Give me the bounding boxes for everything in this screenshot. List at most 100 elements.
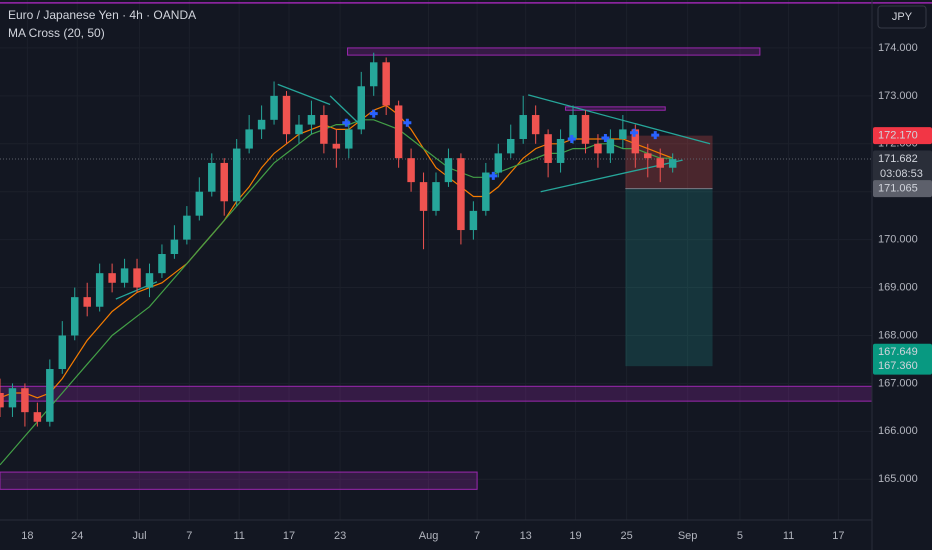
x-tick-label: 17 — [283, 530, 295, 542]
candle-body — [619, 129, 627, 139]
currency-label[interactable]: JPY — [892, 11, 913, 23]
x-tick-label: 11 — [233, 530, 244, 542]
candle-body — [270, 95, 278, 120]
candle-body — [668, 159, 677, 168]
x-tick-label: 7 — [474, 530, 480, 542]
cross-marker — [601, 134, 610, 143]
candle-body — [320, 115, 328, 144]
y-tick-label: 166.000 — [878, 425, 918, 437]
target-zone — [625, 188, 713, 367]
price-tag — [873, 127, 932, 145]
cross-marker — [369, 109, 378, 118]
price-tag-label: 171.682 — [878, 153, 918, 165]
candle-body — [444, 158, 453, 183]
price-tag-label: 172.170 — [878, 130, 918, 142]
candle-body — [432, 182, 440, 211]
candle-body — [21, 388, 29, 413]
candle-body — [332, 143, 341, 149]
candle-body — [407, 158, 415, 183]
candle-body — [469, 210, 478, 231]
candle-body — [71, 297, 79, 336]
candle-body — [0, 392, 4, 408]
price-tag — [873, 343, 932, 361]
candle-body — [145, 273, 154, 288]
candle-body — [282, 95, 291, 135]
y-tick-label: 173.000 — [878, 90, 918, 102]
price-tag — [873, 357, 932, 375]
candle-body — [494, 153, 503, 173]
y-tick-label: 169.000 — [878, 281, 918, 293]
x-tick-label: Sep — [678, 530, 698, 542]
candle-body — [257, 119, 266, 130]
zone — [0, 471, 478, 490]
candle-body — [594, 143, 602, 154]
candle-body — [569, 115, 577, 139]
y-tick-label: 168.000 — [878, 329, 918, 341]
candle-body — [58, 335, 67, 370]
candle-body — [369, 62, 378, 87]
x-tick-label: 11 — [783, 530, 794, 542]
cross-marker — [489, 171, 498, 180]
candle-body — [120, 268, 129, 283]
candle-body — [245, 129, 253, 149]
candle-body — [482, 172, 490, 211]
zone — [0, 385, 873, 402]
cross-marker — [342, 118, 351, 127]
candle-body — [158, 254, 166, 274]
candle-body — [507, 138, 515, 154]
candle-body — [46, 369, 54, 422]
x-tick-label: 23 — [334, 530, 346, 542]
candle-body — [33, 412, 42, 422]
cross-marker — [630, 128, 639, 137]
x-tick-label: 17 — [832, 530, 844, 542]
candle-body — [8, 388, 17, 408]
cross-marker — [651, 131, 660, 140]
candle-body — [556, 138, 565, 163]
candle-body — [83, 297, 91, 307]
zone — [565, 106, 666, 111]
candle-body — [208, 162, 216, 192]
y-tick-label: 170.000 — [878, 234, 918, 246]
price-tag-label: 167.649 — [878, 346, 918, 358]
candle-body — [394, 105, 403, 159]
price-tag — [873, 180, 932, 198]
candle-body — [108, 273, 116, 283]
trendline — [528, 94, 711, 145]
candle-body — [220, 162, 228, 202]
candle-body — [295, 124, 303, 135]
x-tick-label: 5 — [737, 530, 743, 542]
x-tick-label: 19 — [569, 530, 581, 542]
indicator-label: MA Cross (20, 50) — [8, 26, 105, 40]
x-tick-label: 13 — [520, 530, 532, 542]
currency-button[interactable] — [877, 5, 927, 29]
candle-body — [644, 153, 652, 159]
price-tag-label: 171.065 — [878, 182, 918, 194]
x-tick-label: 18 — [21, 530, 33, 542]
candle-body — [195, 191, 204, 216]
candle-body — [631, 129, 640, 154]
candle-body — [357, 86, 365, 130]
countdown: 03:08:53 — [880, 168, 923, 180]
x-tick-label: Aug — [419, 530, 439, 542]
candle-body — [531, 115, 540, 135]
y-tick-label: 167.000 — [878, 377, 918, 389]
candle-body — [95, 273, 104, 307]
candle-body — [457, 158, 465, 231]
candle-body — [232, 148, 241, 202]
candle-body — [581, 115, 590, 144]
candle-body — [170, 239, 179, 255]
zone — [347, 47, 761, 56]
cross-marker — [567, 134, 576, 143]
candle-body — [519, 115, 527, 139]
symbol-title: Euro / Japanese Yen · 4h · OANDA — [8, 8, 196, 22]
price-tag — [873, 150, 932, 183]
cross-marker — [403, 118, 412, 127]
candle-body — [183, 215, 191, 240]
candle-body — [544, 134, 552, 163]
x-tick-label: Jul — [132, 530, 146, 542]
x-tick-label: 24 — [71, 530, 83, 542]
plot-area — [0, 2, 932, 490]
